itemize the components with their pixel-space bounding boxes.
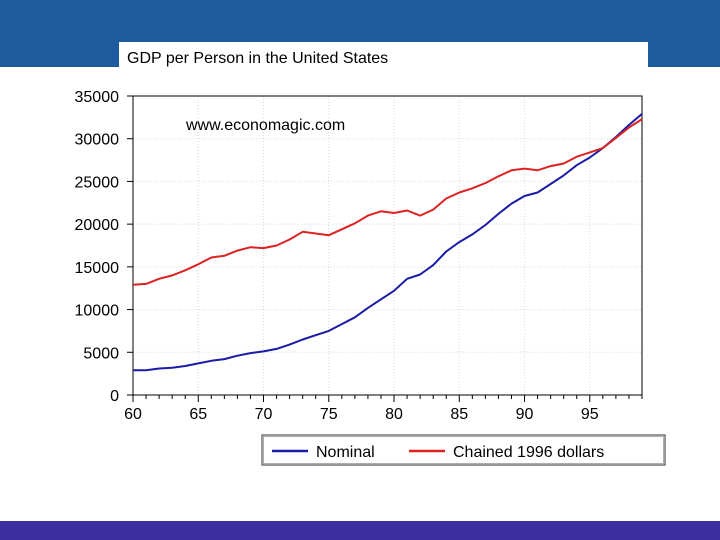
y-tick-label: 35000 — [75, 89, 120, 106]
legend-label-chained: Chained 1996 dollars — [453, 444, 604, 461]
gdp-line-chart: 0 5000 10000 15000 20000 25000 30000 35000 60 65… — [75, 89, 666, 466]
legend: Nominal Chained 1996 dollars — [261, 434, 666, 466]
y-tick-label: 5000 — [83, 345, 119, 362]
grid — [133, 96, 642, 395]
x-tick-label: 60 — [124, 406, 142, 423]
chart-title: GDP per Person in the United States — [127, 50, 389, 67]
y-tick-label: 0 — [110, 388, 119, 405]
series-line-chained-1996-dollars — [132, 118, 643, 286]
source-annotation: www.economagic.com — [185, 117, 345, 134]
x-tick-label: 70 — [255, 406, 273, 423]
legend-label-nominal: Nominal — [316, 444, 375, 461]
x-axis: 60 65 70 75 80 85 90 95 — [124, 395, 643, 423]
title-box: GDP per Person in the United States — [119, 42, 648, 70]
x-tick-label: 80 — [385, 406, 403, 423]
footer-band — [0, 521, 720, 540]
y-axis: 0 5000 10000 15000 20000 25000 30000 35000 — [75, 89, 133, 405]
x-tick-label: 65 — [189, 406, 207, 423]
y-tick-label: 30000 — [75, 132, 120, 149]
y-tick-label: 25000 — [75, 174, 120, 191]
legend-box — [261, 434, 666, 466]
x-tick-label: 75 — [320, 406, 338, 423]
x-tick-label: 95 — [581, 406, 599, 423]
x-tick-label: 85 — [450, 406, 468, 423]
y-tick-label: 10000 — [75, 303, 120, 320]
x-tick-label: 90 — [516, 406, 534, 423]
series-line-nominal — [133, 113, 643, 372]
y-tick-label: 15000 — [75, 260, 120, 277]
legend-inner-border — [263, 436, 664, 464]
series-lines — [132, 113, 643, 372]
y-tick-label: 20000 — [75, 217, 120, 234]
plot-frame — [132, 95, 643, 396]
